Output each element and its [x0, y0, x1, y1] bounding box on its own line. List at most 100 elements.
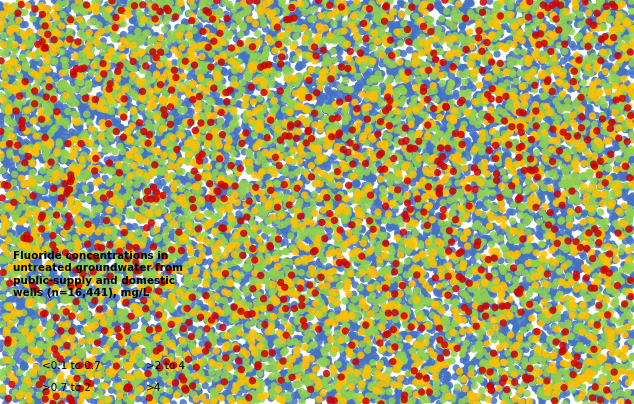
Point — [456, 305, 466, 312]
Point — [394, 267, 404, 274]
Point — [350, 340, 360, 346]
Point — [196, 13, 206, 19]
Point — [115, 309, 125, 315]
Point — [0, 297, 10, 303]
Point — [361, 396, 372, 402]
Point — [526, 82, 536, 89]
Point — [126, 313, 136, 320]
Point — [210, 202, 221, 208]
Point — [183, 340, 193, 347]
Point — [575, 305, 585, 311]
Point — [176, 44, 186, 51]
Point — [63, 392, 73, 399]
Point — [168, 149, 178, 156]
Point — [154, 240, 164, 247]
Point — [81, 53, 91, 59]
Point — [265, 183, 275, 189]
Point — [94, 42, 104, 48]
Point — [604, 88, 614, 95]
Point — [238, 223, 248, 229]
Point — [406, 121, 416, 128]
Point — [419, 365, 429, 371]
Point — [0, 26, 5, 33]
Point — [107, 313, 117, 320]
Point — [385, 21, 395, 28]
Point — [270, 47, 280, 54]
Point — [470, 313, 480, 320]
Point — [174, 9, 184, 16]
Point — [467, 118, 477, 125]
Point — [539, 263, 549, 269]
Point — [207, 165, 217, 172]
Point — [136, 57, 146, 64]
Point — [132, 181, 142, 187]
Point — [437, 385, 447, 391]
Point — [411, 380, 422, 386]
Point — [521, 86, 531, 93]
Point — [181, 369, 191, 376]
Point — [583, 197, 593, 204]
Point — [314, 311, 324, 318]
Point — [161, 227, 171, 233]
Point — [169, 278, 179, 284]
Point — [152, 4, 162, 11]
Point — [448, 396, 458, 403]
Point — [442, 320, 452, 326]
Point — [465, 8, 475, 15]
Point — [67, 378, 77, 385]
Point — [191, 44, 201, 50]
Point — [515, 121, 526, 127]
Point — [301, 197, 311, 204]
Point — [75, 39, 86, 46]
Point — [353, 87, 363, 94]
Point — [386, 125, 396, 132]
Point — [590, 22, 600, 28]
Point — [509, 304, 519, 310]
Point — [221, 41, 231, 47]
Point — [462, 308, 472, 315]
Point — [462, 212, 472, 218]
Point — [292, 269, 302, 276]
Point — [595, 237, 605, 243]
Point — [498, 62, 508, 68]
Point — [425, 170, 435, 177]
Point — [143, 328, 153, 335]
Point — [455, 370, 465, 376]
Point — [243, 247, 254, 253]
Point — [42, 141, 53, 148]
Point — [49, 96, 59, 103]
Point — [0, 82, 5, 88]
Point — [482, 364, 493, 370]
Point — [207, 9, 217, 16]
Point — [491, 150, 501, 156]
Point — [217, 207, 228, 213]
Point — [566, 243, 576, 250]
Point — [577, 250, 587, 257]
Point — [249, 270, 259, 276]
Point — [27, 291, 37, 297]
Point — [423, 67, 433, 74]
Point — [253, 360, 263, 366]
Point — [470, 186, 480, 193]
Point — [354, 135, 364, 141]
Point — [57, 244, 67, 250]
Point — [479, 139, 489, 145]
Point — [229, 107, 239, 114]
Point — [407, 102, 417, 108]
Point — [536, 210, 547, 217]
Point — [622, 276, 632, 282]
Point — [217, 38, 228, 44]
Point — [375, 363, 385, 370]
Point — [60, 340, 70, 346]
Point — [0, 321, 8, 327]
Point — [48, 224, 58, 230]
Point — [590, 88, 600, 95]
Point — [147, 103, 157, 109]
Point — [389, 188, 399, 194]
Point — [47, 393, 57, 400]
Point — [207, 132, 217, 138]
Point — [320, 50, 330, 56]
Point — [131, 0, 141, 5]
Point — [463, 78, 474, 85]
Point — [176, 158, 186, 164]
